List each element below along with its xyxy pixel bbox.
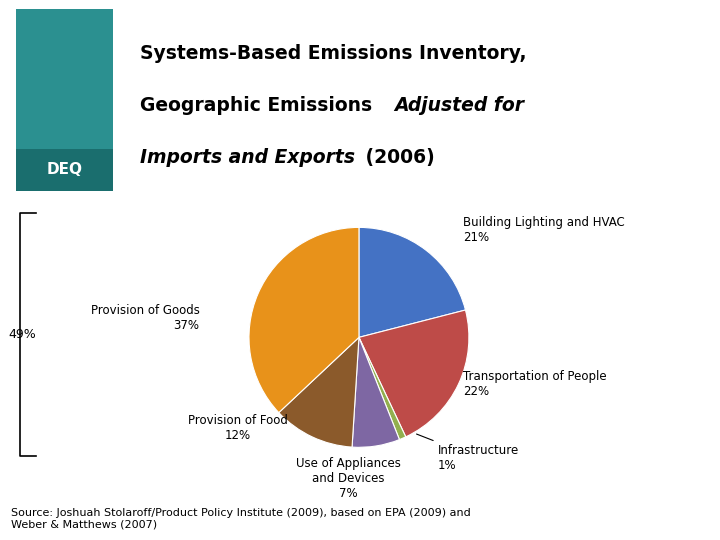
FancyBboxPatch shape [17,149,113,191]
Text: Adjusted for: Adjusted for [395,96,524,115]
Text: Use of Appliances
and Devices
7%: Use of Appliances and Devices 7% [295,457,400,500]
Wedge shape [249,227,359,413]
Wedge shape [279,338,359,447]
Text: Provision of Food
12%: Provision of Food 12% [188,414,288,442]
Wedge shape [359,227,465,338]
Text: Source: Joshuah Stolaroff/Product Policy Institute (2009), based on EPA (2009) a: Source: Joshuah Stolaroff/Product Policy… [11,508,471,529]
Text: Systems-Based Emissions Inventory,: Systems-Based Emissions Inventory, [140,44,527,63]
Wedge shape [352,338,400,447]
Text: 49%: 49% [9,328,37,341]
Text: Infrastructure
1%: Infrastructure 1% [417,434,519,472]
Text: Building Lighting and HVAC
21%: Building Lighting and HVAC 21% [464,215,625,244]
Text: Transportation of People
22%: Transportation of People 22% [464,369,607,397]
Wedge shape [359,338,406,440]
Text: Imports and Exports: Imports and Exports [140,148,355,167]
Text: Provision of Goods
37%: Provision of Goods 37% [91,303,199,332]
Text: DEQ: DEQ [47,163,83,177]
Wedge shape [359,310,469,437]
Text: (2006): (2006) [359,148,435,167]
Text: Embodied Emissions in Purchased Materials: Embodied Emissions in Purchased Material… [140,15,445,29]
Text: Geographic Emissions: Geographic Emissions [140,96,379,115]
FancyBboxPatch shape [17,9,113,153]
